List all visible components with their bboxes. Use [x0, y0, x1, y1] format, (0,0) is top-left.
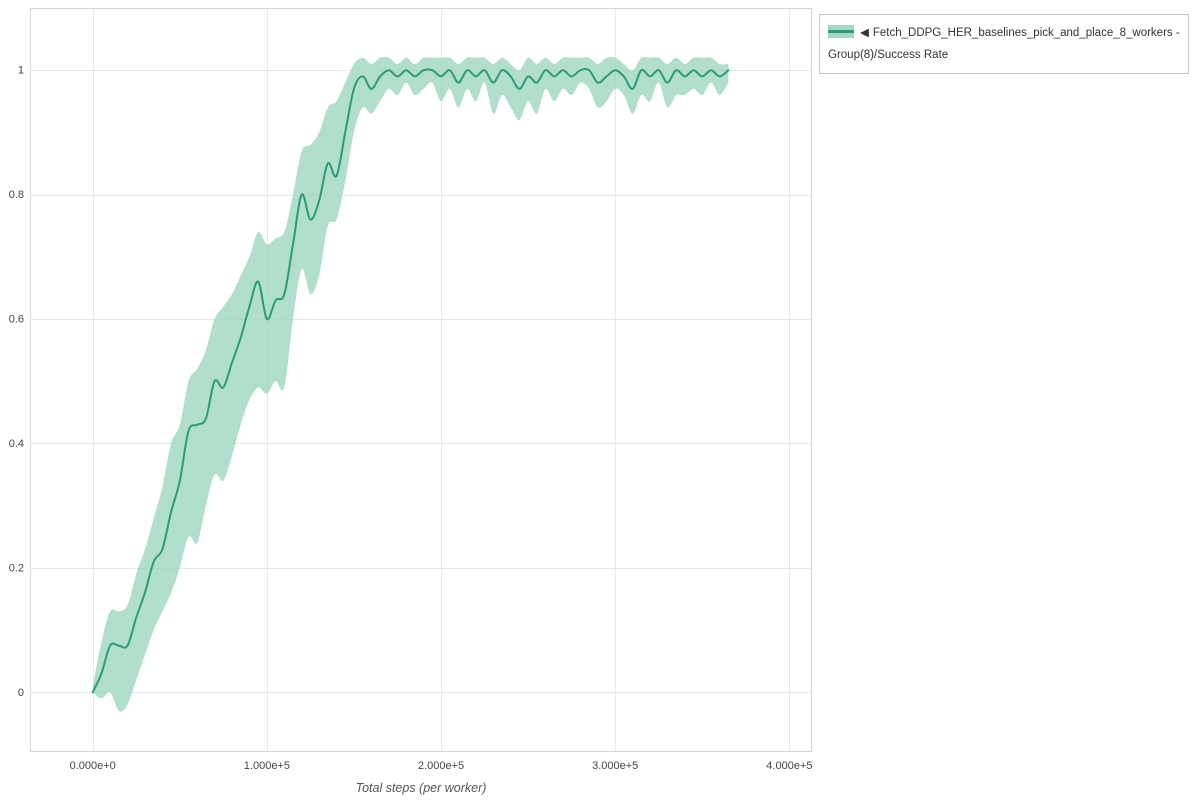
legend-collapse-icon[interactable]: ◀	[860, 27, 869, 39]
x-tick-label: 3.000e+5	[592, 760, 638, 772]
plot-border	[30, 8, 812, 752]
y-tick-label: 1	[18, 65, 24, 77]
x-tick-label: 4.000e+5	[766, 760, 812, 772]
x-tick-labels: 0.000e+0 1.000e+5 2.000e+5 3.000e+5 4.000e+5	[70, 760, 813, 772]
y-tick-label: 0.6	[9, 314, 24, 326]
series-swatch-icon	[828, 25, 854, 38]
mean-line	[91, 68, 730, 694]
x-tick-label: 0.000e+0	[70, 760, 116, 772]
y-tick-label: 0.2	[9, 562, 24, 574]
legend-series-label: Fetch_DDPG_HER_baselines_pick_and_place_…	[828, 27, 1180, 61]
x-tick-label: 1.000e+5	[244, 760, 290, 772]
x-tick-label: 2.000e+5	[418, 760, 464, 772]
y-tick-label: 0	[18, 687, 24, 699]
y-tick-label: 0.8	[9, 189, 24, 201]
y-tick-label: 0.4	[9, 438, 24, 450]
confidence-band	[92, 56, 729, 712]
y-tick-labels: 0 0.2 0.4 0.6 0.8 1	[9, 65, 24, 699]
legend[interactable]: ◀ Fetch_DDPG_HER_baselines_pick_and_place…	[819, 14, 1189, 74]
x-axis-title: Total steps (per worker)	[355, 781, 487, 795]
